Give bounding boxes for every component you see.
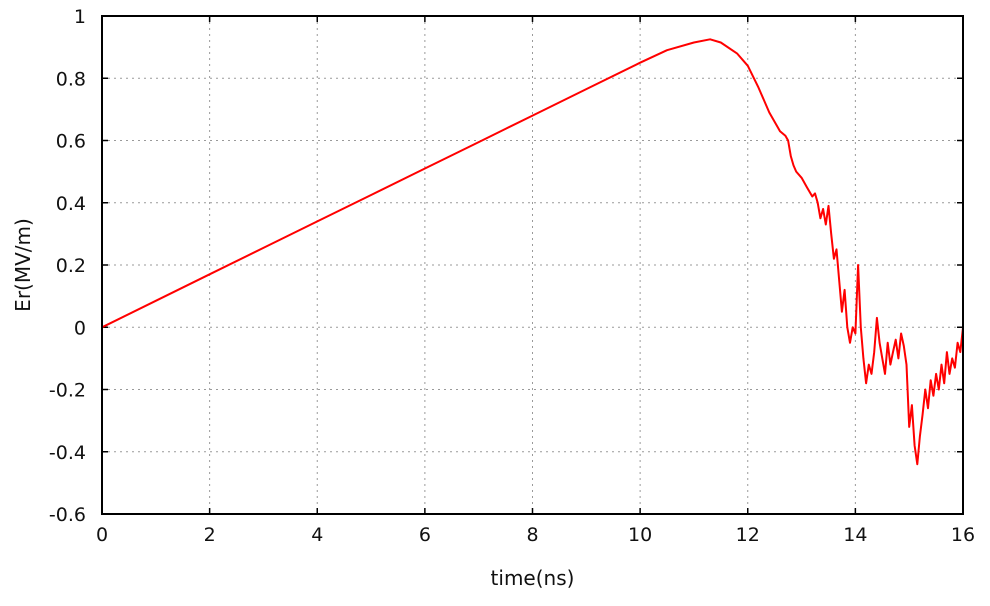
y-tick-labels: -0.6 -0.4 -0.2 0 0.2 0.4 0.6 0.8 1 — [49, 6, 86, 526]
grid-lines — [102, 16, 963, 514]
y-tick-label: 0.6 — [56, 131, 86, 153]
x-tick-label: 4 — [311, 524, 323, 546]
y-axis-label: Er(MV/m) — [11, 218, 35, 312]
y-tick-label: -0.4 — [49, 442, 86, 464]
x-tick-label: 6 — [419, 524, 431, 546]
y-tick-label: 1 — [74, 6, 86, 28]
x-tick-labels: 0 2 4 6 8 10 12 14 16 — [96, 524, 975, 546]
x-tick-label: 10 — [628, 524, 652, 546]
plot-frame — [101, 15, 964, 515]
y-tick-label: -0.6 — [49, 504, 86, 526]
x-tick-label: 2 — [204, 524, 216, 546]
x-tick-label: 12 — [736, 524, 760, 546]
y-tick-label: 0.2 — [56, 255, 86, 277]
y-tick-label: 0 — [74, 317, 86, 339]
x-tick-label: 0 — [96, 524, 108, 546]
x-tick-label: 14 — [843, 524, 867, 546]
y-tick-label: 0.4 — [56, 193, 86, 215]
x-tick-label: 16 — [951, 524, 975, 546]
x-axis-label: time(ns) — [491, 566, 575, 590]
series-line — [101, 38, 964, 466]
y-tick-label: -0.2 — [49, 380, 86, 402]
x-tick-label: 8 — [526, 524, 538, 546]
y-tick-label: 0.8 — [56, 68, 86, 90]
